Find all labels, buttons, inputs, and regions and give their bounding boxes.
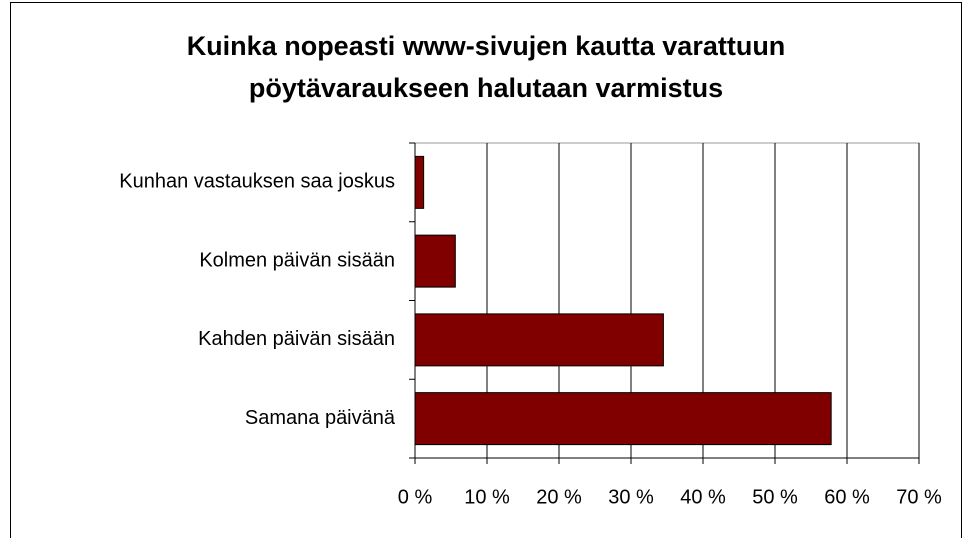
- x-tick-label: 10 %: [464, 486, 510, 508]
- y-tick-label: Kunhan vastauksen saa joskus: [119, 171, 395, 193]
- x-tick-label: 0 %: [398, 486, 433, 508]
- y-tick-label: Kolmen päivän sisään: [199, 249, 395, 271]
- x-tick-label: 40 %: [680, 486, 726, 508]
- y-tick-label: Kahden päivän sisään: [198, 328, 395, 350]
- x-tick-label: 50 %: [752, 486, 798, 508]
- x-tick-label: 60 %: [824, 486, 870, 508]
- bar: [414, 155, 425, 209]
- bar: [414, 313, 664, 367]
- x-tick-label: 20 %: [536, 486, 582, 508]
- chart-title: Kuinka nopeasti www-sivujen kautta varat…: [187, 31, 786, 61]
- y-tick-label: Samana päivänä: [245, 407, 396, 429]
- x-tick-label: 70 %: [896, 486, 942, 508]
- x-tick-label: 30 %: [608, 486, 654, 508]
- chart-frame: [10, 2, 962, 538]
- bar: [414, 392, 832, 446]
- chart-title: pöytävaraukseen halutaan varmistus: [249, 73, 723, 103]
- bar: [414, 234, 456, 288]
